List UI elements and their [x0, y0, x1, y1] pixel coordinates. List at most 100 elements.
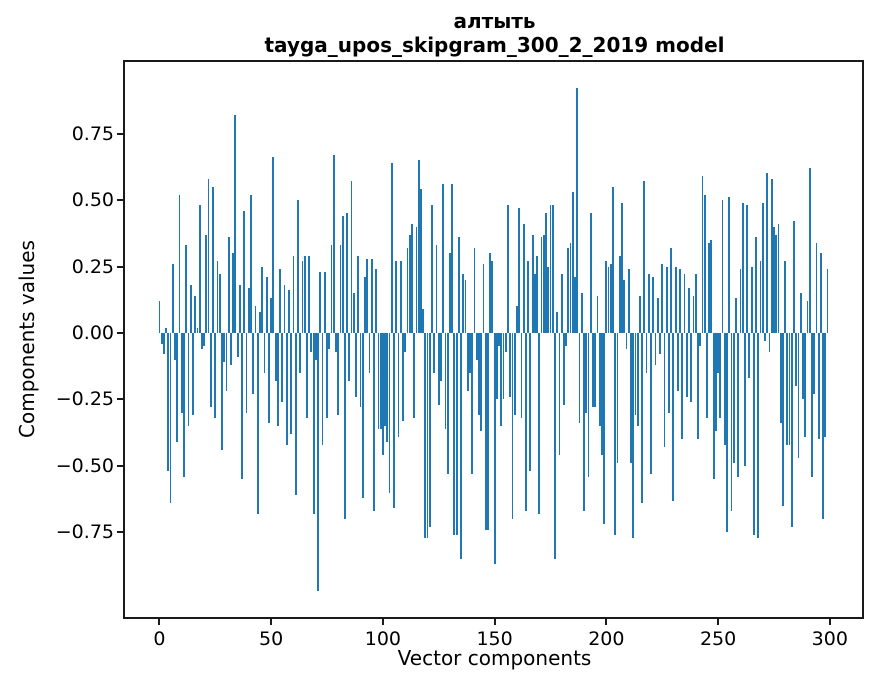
y-tick-mark — [117, 464, 123, 467]
bar — [375, 269, 378, 333]
bar — [326, 332, 328, 419]
bar — [752, 332, 755, 536]
bar — [444, 332, 447, 429]
bar — [415, 226, 418, 333]
bar — [209, 332, 212, 408]
bar — [603, 332, 605, 525]
y-tick-label: −0.25 — [55, 388, 114, 411]
bar — [413, 332, 416, 419]
bar — [679, 269, 681, 333]
y-tick-label: −0.50 — [55, 454, 114, 477]
bar — [598, 332, 601, 427]
bar — [808, 168, 811, 333]
x-tick-mark — [270, 619, 273, 625]
bar — [790, 332, 793, 528]
y-tick-label: 0.75 — [71, 122, 114, 145]
x-tick-mark — [828, 619, 831, 625]
bar — [471, 332, 474, 474]
bar — [556, 311, 559, 333]
bars-container — [125, 62, 862, 617]
bar — [446, 332, 449, 474]
bar — [759, 261, 762, 333]
bar — [442, 184, 445, 333]
bar — [464, 279, 467, 333]
bar — [578, 332, 581, 424]
bar — [234, 114, 237, 333]
bar — [708, 242, 711, 333]
bar — [469, 332, 471, 373]
bar — [183, 332, 185, 477]
x-tick-label: 0 — [153, 628, 166, 650]
bar — [676, 332, 679, 392]
x-tick-mark — [493, 619, 496, 625]
bar — [417, 160, 420, 333]
bar — [531, 234, 534, 333]
bar — [212, 186, 214, 333]
bar — [462, 274, 465, 333]
bar — [802, 332, 804, 400]
bar — [692, 295, 695, 333]
y-tick-label: 0.50 — [71, 189, 114, 212]
bar — [411, 223, 413, 333]
bar — [167, 332, 170, 472]
bar — [551, 205, 554, 333]
bar — [612, 186, 614, 333]
bar — [712, 332, 715, 480]
bar — [194, 295, 197, 333]
bar — [368, 332, 371, 373]
bar — [361, 332, 364, 498]
bar — [453, 332, 456, 536]
bar — [355, 332, 357, 397]
bar — [169, 332, 172, 504]
bar — [402, 332, 404, 421]
bar — [775, 234, 778, 333]
bar — [571, 192, 574, 333]
bar — [683, 274, 686, 333]
bar — [484, 332, 487, 530]
bar — [373, 332, 375, 512]
x-axis-label: Vector components — [397, 646, 592, 670]
bar — [659, 332, 661, 355]
bar — [757, 332, 760, 538]
bar — [352, 293, 355, 333]
bar — [185, 245, 188, 333]
bar — [525, 332, 527, 512]
bar — [245, 332, 248, 413]
bar — [341, 215, 344, 333]
bar — [221, 332, 223, 450]
bar — [268, 332, 270, 424]
bar — [207, 178, 210, 333]
bar — [645, 332, 648, 373]
bar — [819, 253, 822, 333]
bar — [636, 332, 639, 427]
bar — [292, 255, 295, 333]
bar — [513, 332, 516, 416]
bar — [650, 332, 652, 474]
bar — [663, 332, 666, 448]
x-tick-label: 200 — [588, 628, 625, 650]
bar — [281, 332, 284, 403]
bar — [381, 332, 384, 456]
bar — [560, 274, 563, 333]
x-tick-mark — [717, 619, 720, 625]
bar — [674, 266, 677, 333]
bar — [746, 205, 749, 333]
bar — [723, 332, 726, 445]
bar — [487, 332, 489, 530]
bar — [457, 237, 460, 333]
bar — [165, 327, 167, 333]
bar — [306, 332, 308, 419]
bar — [290, 332, 293, 435]
bar — [399, 261, 402, 333]
bar — [214, 332, 217, 419]
bar — [312, 332, 315, 514]
bar — [254, 306, 257, 333]
bar — [522, 223, 525, 333]
bar — [366, 258, 369, 333]
x-tick-label: 50 — [259, 628, 284, 650]
bar — [460, 332, 462, 560]
bar — [196, 327, 199, 333]
bar — [549, 205, 552, 333]
bar — [585, 332, 588, 413]
bar — [690, 332, 693, 403]
